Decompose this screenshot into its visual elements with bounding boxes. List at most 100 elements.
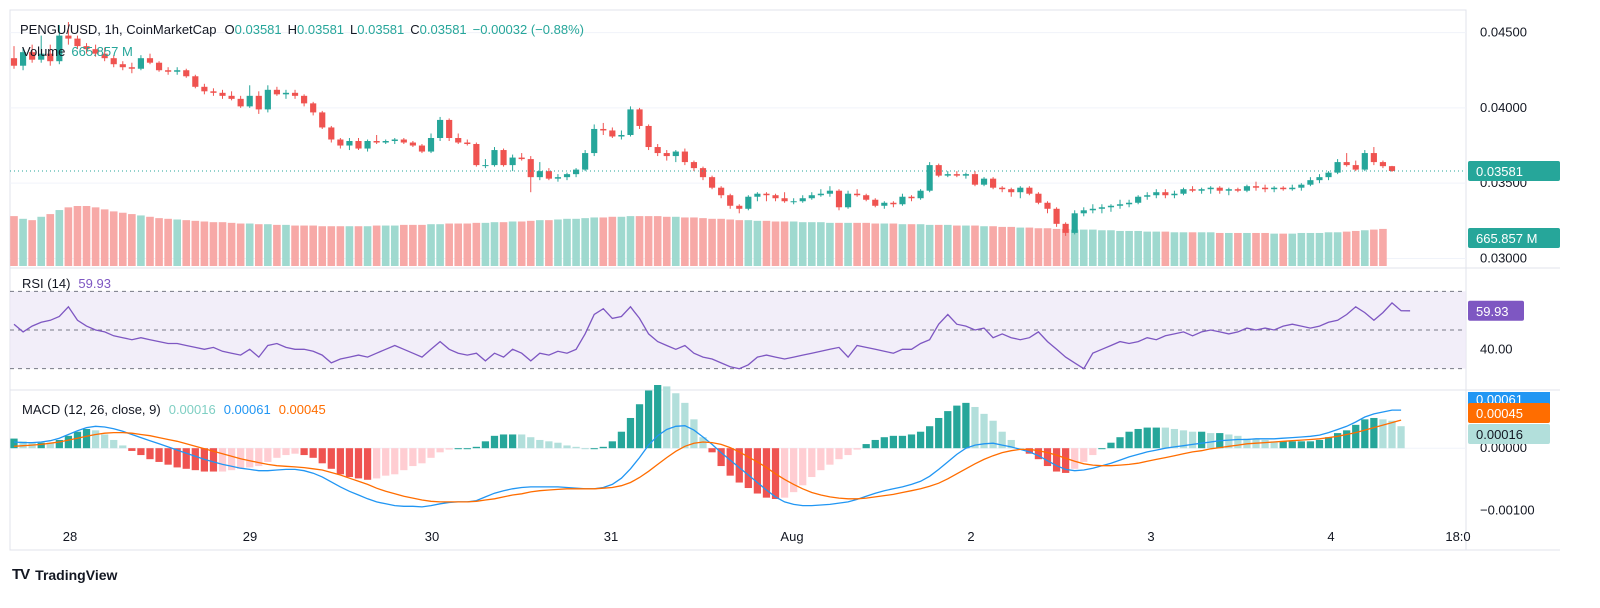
candle-body — [1216, 187, 1223, 191]
volume-bar — [173, 219, 181, 266]
macd-histogram-bar — [563, 445, 571, 449]
macd-histogram-bar — [1270, 441, 1278, 449]
candle-body — [545, 171, 552, 179]
volume-bar — [363, 226, 372, 266]
volume-bar — [472, 222, 481, 266]
volume-bar — [971, 225, 979, 266]
volume-bar — [336, 226, 345, 266]
volume-bar — [626, 216, 635, 266]
macd-histogram-bar — [1007, 439, 1015, 449]
candle-body — [1298, 184, 1305, 188]
volume-bar — [409, 224, 417, 266]
volume-bar — [662, 216, 671, 266]
candle-body — [953, 174, 960, 176]
volume-bar — [1351, 230, 1360, 266]
chart-canvas[interactable]: 0.045000.040000.035000.030000.03581665.8… — [0, 0, 1600, 560]
macd-histogram-bar — [110, 439, 118, 449]
candle-body — [400, 139, 407, 143]
candle-body — [1343, 162, 1350, 166]
candle-body — [1261, 187, 1269, 190]
macd-histogram-bar — [744, 448, 752, 489]
volume-bar — [998, 226, 1006, 266]
volume-bar — [1134, 230, 1142, 266]
macd-badge — [1468, 392, 1550, 406]
macd-histogram-bar — [101, 434, 109, 449]
macd-histogram-bar — [227, 448, 236, 471]
macd-histogram-bar — [935, 417, 943, 449]
volume-bar — [390, 225, 399, 266]
candle-body — [165, 70, 172, 72]
high-value: 0.03581 — [297, 22, 344, 37]
volume-bar — [1333, 232, 1342, 266]
macd-histogram-bar — [581, 448, 589, 450]
candle-body — [201, 86, 208, 92]
volume-bar — [137, 215, 145, 266]
macd-histogram-bar — [273, 448, 281, 458]
candle-body — [427, 138, 435, 152]
volume-bar — [55, 210, 64, 266]
macd-histogram-bar — [1397, 426, 1405, 449]
candle-body — [364, 141, 371, 149]
tradingview-footer: TV TradingView — [12, 566, 117, 583]
macd-histogram-bar — [962, 402, 970, 449]
macd-histogram-bar — [400, 448, 408, 471]
macd-histogram-bar — [445, 448, 453, 450]
volume-bar — [835, 222, 843, 266]
candle-body — [509, 157, 516, 166]
candle-body — [908, 196, 915, 199]
volume-bar — [536, 220, 544, 266]
volume-bar — [327, 226, 336, 266]
macd-histogram-bar — [209, 448, 218, 472]
candle-body — [65, 35, 72, 39]
candle-body — [110, 58, 117, 65]
candle-body — [482, 165, 489, 167]
macd-histogram-bar — [318, 448, 326, 464]
volume-bar — [264, 224, 272, 266]
volume-bar — [1152, 231, 1161, 266]
macd-histogram-bar — [1388, 420, 1396, 449]
volume-bar — [780, 221, 789, 266]
hist-badge-label: 0.00016 — [1476, 427, 1523, 442]
macd-histogram-bar — [1188, 431, 1197, 449]
volume-bar — [454, 223, 463, 266]
volume-bar — [155, 218, 163, 266]
candle-body — [464, 142, 471, 145]
volume-bar — [1234, 232, 1242, 266]
volume-bar — [1279, 233, 1288, 266]
volume-bar — [73, 206, 82, 266]
macd-histogram-bar — [472, 446, 480, 449]
macd-histogram-bar — [672, 393, 680, 449]
volume-bar — [1089, 229, 1097, 266]
macd-histogram-bar — [255, 448, 263, 467]
volume-bar — [871, 223, 880, 266]
candle-body — [718, 187, 725, 196]
volume-bar — [481, 222, 490, 266]
macd-histogram-bar — [916, 431, 925, 449]
candle-body — [310, 103, 317, 113]
macd-histogram-bar — [989, 420, 997, 449]
volume-bar — [100, 209, 109, 266]
macd-label: MACD (12, 26, close, 9) — [22, 402, 161, 417]
macd-histogram-bar — [1379, 419, 1387, 449]
volume-bar — [1315, 232, 1324, 266]
candle-body — [1144, 195, 1151, 197]
macd-histogram-bar — [708, 448, 716, 453]
macd-histogram-bar — [1352, 424, 1360, 449]
candle-body — [119, 64, 126, 68]
candle-body — [690, 162, 698, 169]
macd-histogram-bar — [1315, 439, 1324, 449]
time-tick-label: 28 — [63, 529, 77, 544]
candle-body — [1053, 208, 1060, 224]
volume-bar — [400, 224, 408, 266]
volume-bar — [898, 224, 907, 266]
time-tick-label: 2 — [967, 529, 974, 544]
macd-histogram-bar — [971, 406, 979, 449]
macd-histogram-bar — [808, 448, 816, 478]
volume-bar — [46, 214, 55, 266]
volume-bar — [635, 216, 644, 266]
last-price-badge-label: 0.03581 — [1476, 164, 1523, 179]
candle-body — [228, 95, 235, 99]
macd-histogram-bar — [409, 448, 417, 467]
volume-bar — [962, 225, 970, 266]
candle-body — [1316, 177, 1323, 181]
